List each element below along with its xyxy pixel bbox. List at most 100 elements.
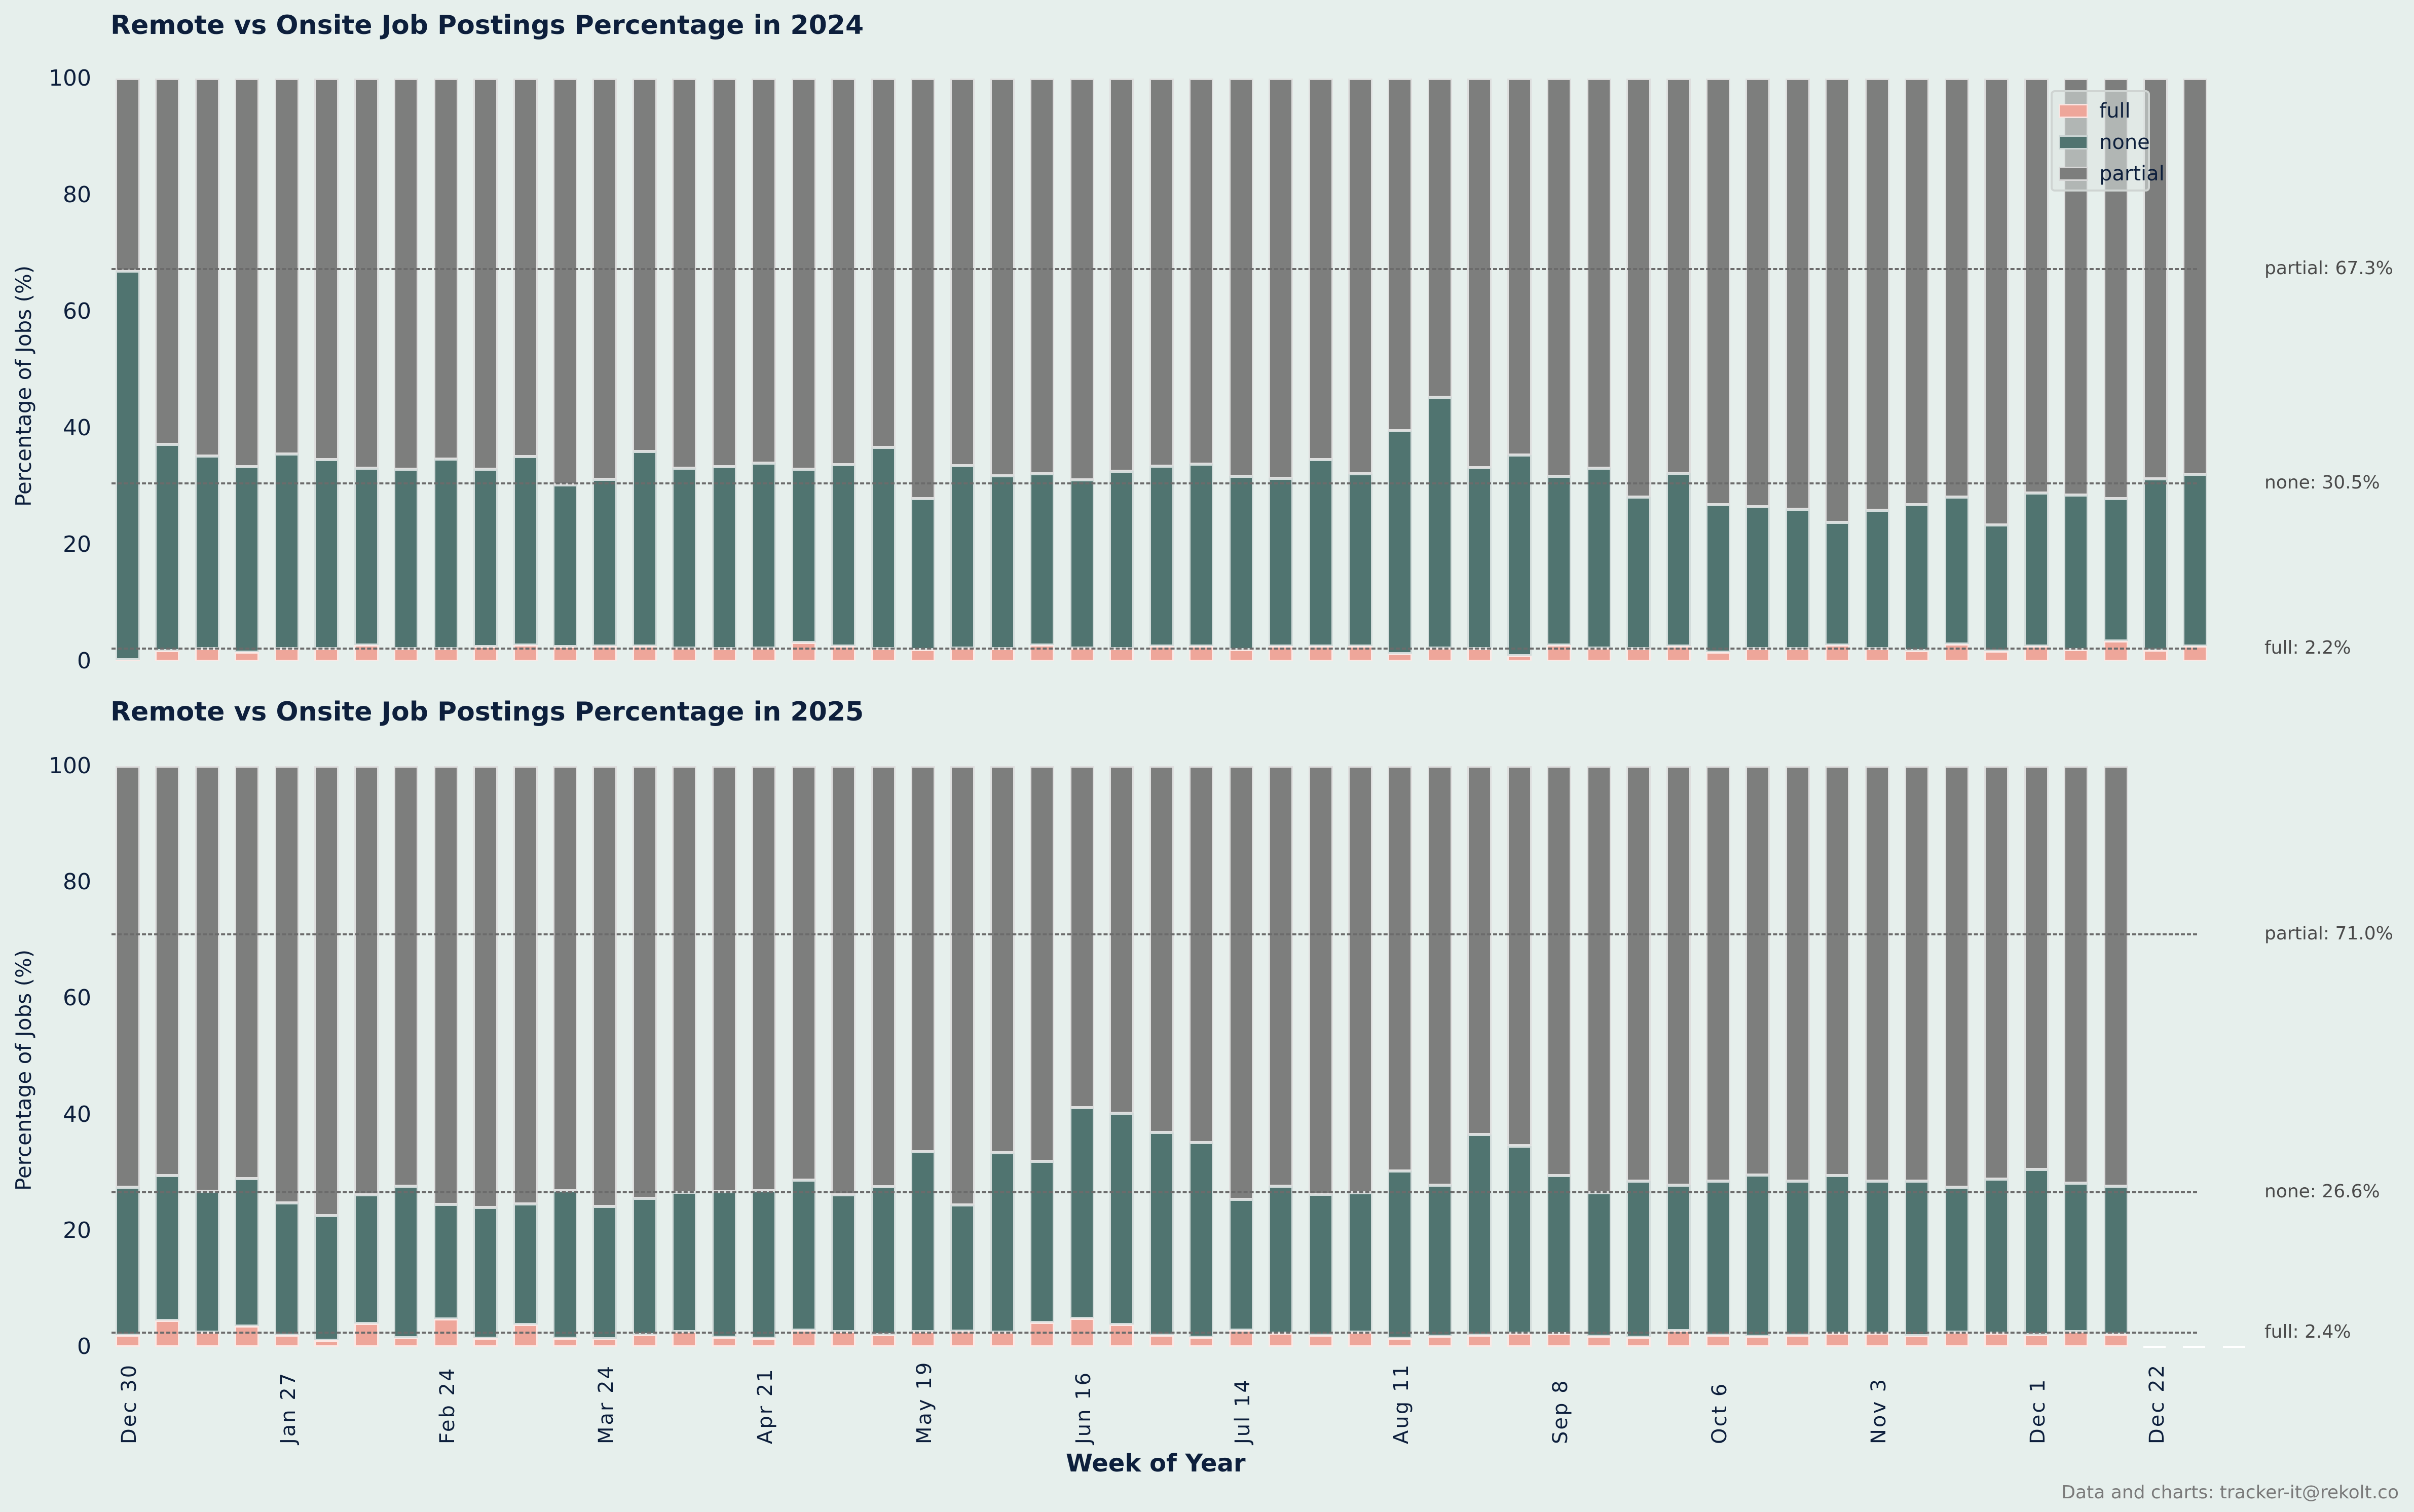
stacked-bar xyxy=(116,766,140,1347)
bar-segment-none xyxy=(950,465,975,648)
x-tick: Dec 1 xyxy=(2026,1378,2050,1444)
bar-segment-partial xyxy=(752,79,776,463)
bar-segment-full xyxy=(394,1337,419,1347)
stacked-bar xyxy=(1149,79,1174,661)
bar-segment-none xyxy=(752,1190,776,1338)
footer-credit: Data and charts: tracker-it@rekolt.co xyxy=(2061,1482,2399,1503)
stacked-bar xyxy=(1388,766,1413,1347)
bar-segment-none xyxy=(394,1186,419,1338)
y-tick: 80 xyxy=(63,869,91,895)
bar-segment-partial xyxy=(2024,766,2049,1170)
bar-segment-none xyxy=(433,1204,458,1319)
bar-segment-full xyxy=(1030,1322,1055,1347)
bar-segment-none xyxy=(1109,1113,1134,1325)
bar-segment-partial xyxy=(1825,766,1850,1176)
bar-segment-partial xyxy=(116,79,140,271)
bar-segment-partial xyxy=(473,766,498,1207)
bar-segment-none xyxy=(672,1192,697,1332)
stacked-bar xyxy=(1825,766,1850,1347)
bar-segment-partial xyxy=(513,79,538,457)
bar-segment-none xyxy=(1507,455,1532,656)
bar-segment-none xyxy=(791,469,816,643)
x-tick: Dec 22 xyxy=(2145,1363,2169,1444)
bar-segment-none xyxy=(2103,499,2128,641)
bar-segment-partial xyxy=(1069,766,1094,1108)
legend-item-none: none xyxy=(2059,131,2150,154)
bar-segment-none xyxy=(1944,497,1969,644)
bar-segment-full xyxy=(116,1335,140,1347)
bar-segment-full xyxy=(2143,650,2168,661)
stacked-bar xyxy=(1427,766,1452,1347)
bar-segment-none xyxy=(911,1151,935,1332)
bar-segment-none xyxy=(1149,1132,1174,1336)
bar-segment-full xyxy=(2183,646,2208,661)
bar-segment-full xyxy=(2064,650,2089,661)
bar-segment-partial xyxy=(791,79,816,469)
stacked-bar xyxy=(235,79,259,661)
bar-segment-full xyxy=(1586,648,1611,661)
empty-week-marker xyxy=(2143,1346,2166,1348)
bar-segment-partial xyxy=(1745,79,1770,507)
stacked-bar xyxy=(433,766,458,1347)
x-tick: Oct 6 xyxy=(1708,1382,1731,1444)
bar-segment-none xyxy=(1865,510,1889,649)
stacked-bar xyxy=(950,79,975,661)
bar-segment-partial xyxy=(1467,79,1492,468)
bar-segment-full xyxy=(1984,651,2009,661)
bar-segment-full xyxy=(1825,1333,1850,1347)
bar-segment-full xyxy=(831,1332,856,1347)
bar-segment-full xyxy=(592,1338,617,1347)
bar-segment-full xyxy=(513,1325,538,1347)
stacked-bar xyxy=(1865,766,1889,1347)
y-tick: 60 xyxy=(63,298,91,324)
bar-segment-none xyxy=(314,1216,339,1341)
bar-segment-none xyxy=(1030,473,1055,645)
stacked-bar xyxy=(513,79,538,661)
stacked-bar xyxy=(632,79,657,661)
bar-segment-partial xyxy=(1547,79,1572,477)
bar-segment-partial xyxy=(1626,79,1651,497)
bar-segment-full xyxy=(672,648,697,661)
bar-segment-full xyxy=(1745,648,1770,661)
bar-segment-full xyxy=(1308,1335,1333,1347)
bar-segment-full xyxy=(1467,1335,1492,1347)
bar-segment-none xyxy=(1626,497,1651,649)
bar-segment-partial xyxy=(1229,766,1253,1199)
stacked-bar xyxy=(2103,766,2128,1347)
bar-segment-partial xyxy=(831,766,856,1195)
bar-segment-partial xyxy=(632,79,657,451)
bar-segment-partial xyxy=(155,766,180,1176)
bar-segment-none xyxy=(155,1175,180,1321)
bar-segment-partial xyxy=(2183,79,2208,474)
y-tick: 20 xyxy=(63,1217,91,1243)
bar-segment-none xyxy=(1069,1107,1094,1318)
bar-segment-partial xyxy=(473,79,498,469)
stacked-bar xyxy=(990,766,1015,1347)
bar-segment-none xyxy=(592,1206,617,1339)
bar-segment-none xyxy=(712,1192,736,1337)
bar-segment-partial xyxy=(394,79,419,469)
stacked-bar xyxy=(1984,79,2009,661)
bar-segment-full xyxy=(791,642,816,661)
bar-segment-none xyxy=(871,447,896,649)
bar-segment-none xyxy=(195,1191,219,1333)
y-tick: 40 xyxy=(63,415,91,441)
legend-label-none: none xyxy=(2099,131,2150,154)
bar-segment-none xyxy=(1547,1175,1572,1334)
stacked-bar xyxy=(314,79,339,661)
reference-label-full: full: 2.2% xyxy=(2264,637,2351,658)
stacked-bar xyxy=(752,79,776,661)
bar-segment-partial xyxy=(752,766,776,1191)
stacked-bar xyxy=(1984,766,2009,1347)
bar-segment-none xyxy=(911,499,935,650)
bar-segment-none xyxy=(1069,480,1094,648)
bar-segment-partial xyxy=(712,766,736,1192)
stacked-bar xyxy=(1308,766,1333,1347)
bar-segment-none xyxy=(1984,524,2009,652)
bar-segment-none xyxy=(2064,1183,2089,1332)
bar-segment-full xyxy=(1348,1332,1372,1347)
bar-segment-full xyxy=(394,648,419,661)
bar-segment-partial xyxy=(274,766,299,1203)
reference-line-partial xyxy=(112,933,2197,936)
bar-segment-full xyxy=(871,648,896,661)
